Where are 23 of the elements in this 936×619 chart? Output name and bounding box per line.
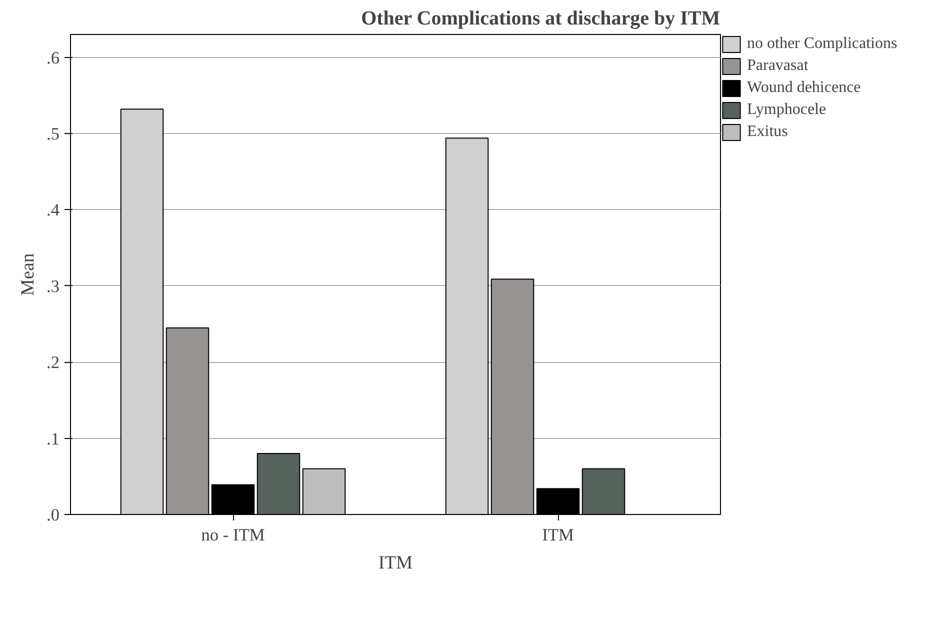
y-axis-title: Mean [18, 252, 39, 296]
bar [490, 278, 534, 514]
legend-label: Exitus [747, 123, 788, 141]
bar [166, 327, 210, 514]
bar [302, 468, 346, 514]
bar [120, 108, 164, 514]
x-tick-label: no - ITM [201, 526, 265, 544]
legend-label: Lymphocele [747, 101, 826, 119]
bar [582, 468, 626, 514]
legend-label: Wound dehicence [747, 79, 861, 97]
y-tick-label: .5 [46, 124, 60, 144]
y-tick-label: .1 [46, 429, 60, 448]
legend-label: no other Complications [747, 35, 898, 53]
bar [445, 138, 489, 514]
x-axis-title: ITM [378, 552, 414, 574]
y-tick-label: .3 [46, 276, 60, 296]
legend-label: Paravasat [747, 57, 808, 75]
y-tick-label: .2 [46, 353, 60, 372]
y-tick-label: .6 [46, 48, 60, 68]
y-tick-label: .0 [46, 506, 60, 524]
chart-title: Other Complications at discharge by ITM [361, 8, 720, 30]
bar [256, 453, 300, 514]
y-tick-label: .4 [46, 200, 60, 220]
